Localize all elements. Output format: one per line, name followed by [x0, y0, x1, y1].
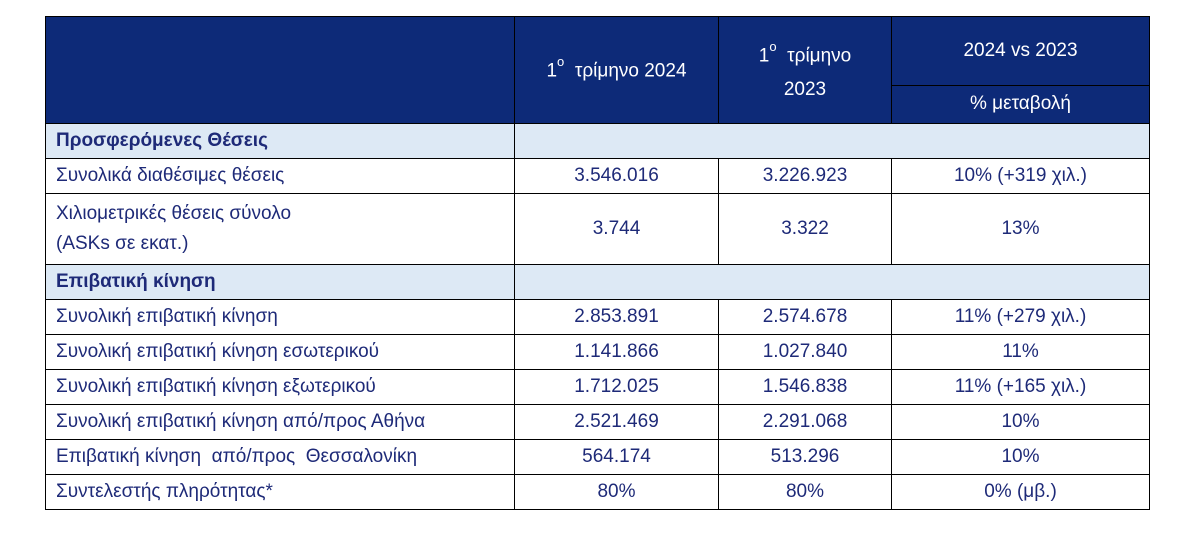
value-q1-2024: 2.853.891 [514, 299, 719, 335]
row-label-line1: Χιλιομετρικές θέσεις σύνολο [56, 203, 292, 224]
value-q1-2024: 2.521.469 [514, 404, 719, 440]
row-label: Συνολική επιβατική κίνηση από/προς Αθήνα [45, 404, 515, 440]
header-q1-2023-line1: τρίμηνο [787, 45, 852, 67]
table-row: Συνολική επιβατική κίνηση εξωτερικού 1.7… [45, 369, 1150, 405]
value-change: 11% (+165 χιλ.) [891, 369, 1150, 405]
value-q1-2024: 3.546.016 [514, 158, 719, 194]
header-q1-2024-sup: ο [557, 54, 565, 70]
value-q1-2024: 564.174 [514, 439, 719, 475]
row-label: Συνολικά διαθέσιμες θέσεις [45, 158, 515, 194]
value-q1-2024: 1.712.025 [514, 369, 719, 405]
value-q1-2024: 3.744 [514, 193, 719, 265]
table-row: Επιβατική κίνηση από/προς Θεσσαλονίκη 56… [45, 439, 1150, 475]
value-q1-2024: 80% [514, 474, 719, 510]
row-label-line2: (ASKs σε εκατ.) [56, 233, 189, 254]
traffic-statistics-table: 1ο τρίμηνο 2024 1ο τρίμηνο 2023 2024 vs … [45, 16, 1150, 510]
row-label: Συνολική επιβατική κίνηση [45, 299, 515, 335]
value-q1-2023: 513.296 [718, 439, 892, 475]
table-row: Συντελεστής πληρότητας* 80% 80% 0% (μβ.) [45, 474, 1150, 510]
section-fill [514, 264, 1150, 300]
section-row-passengers: Επιβατική κίνηση [45, 264, 1150, 300]
value-change: 11% (+279 χιλ.) [891, 299, 1150, 335]
value-q1-2023: 1.027.840 [718, 334, 892, 370]
header-q1-2023-prefix: 1 [758, 45, 770, 67]
row-label: Χιλιομετρικές θέσεις σύνολο (ASKs σε εκα… [45, 193, 515, 265]
section-title-seats: Προσφερόμενες Θέσεις [45, 123, 515, 159]
section-title-passengers: Επιβατική κίνηση [45, 264, 515, 300]
value-q1-2023: 3.322 [718, 193, 892, 265]
header-comparison: 2024 vs 2023 [891, 16, 1150, 86]
value-change: 10% [891, 404, 1150, 440]
table-row: Χιλιομετρικές θέσεις σύνολο (ASKs σε εκα… [45, 193, 1150, 265]
header-q1-2023-sup: ο [769, 38, 777, 54]
value-q1-2024: 1.141.866 [514, 334, 719, 370]
table-row: Συνολικά διαθέσιμες θέσεις 3.546.016 3.2… [45, 158, 1150, 194]
value-q1-2023: 2.574.678 [718, 299, 892, 335]
value-q1-2023: 1.546.838 [718, 369, 892, 405]
table-row: Συνολική επιβατική κίνηση 2.853.891 2.57… [45, 299, 1150, 335]
header-q1-2023-line2: 2023 [783, 79, 827, 101]
value-change: 10% (+319 χιλ.) [891, 158, 1150, 194]
section-fill [514, 123, 1150, 159]
header-percent-change: % μεταβολή [891, 84, 1150, 125]
row-label: Συντελεστής πληρότητας* [45, 474, 515, 510]
header-q1-2024: 1ο τρίμηνο 2024 [514, 16, 719, 124]
value-change: 10% [891, 439, 1150, 475]
value-q1-2023: 80% [718, 474, 892, 510]
value-q1-2023: 3.226.923 [718, 158, 892, 194]
value-change: 11% [891, 334, 1150, 370]
value-change: 0% (μβ.) [891, 474, 1150, 510]
row-label: Επιβατική κίνηση από/προς Θεσσαλονίκη [45, 439, 515, 475]
header-empty-cell [45, 16, 515, 124]
value-change: 13% [891, 193, 1150, 265]
header-q1-2024-prefix: 1 [546, 60, 558, 82]
value-q1-2023: 2.291.068 [718, 404, 892, 440]
header-q1-2024-text: τρίμηνο 2024 [574, 60, 687, 82]
table-row: Συνολική επιβατική κίνηση από/προς Αθήνα… [45, 404, 1150, 440]
section-row-seats: Προσφερόμενες Θέσεις [45, 123, 1150, 159]
header-q1-2023: 1ο τρίμηνο 2023 [718, 16, 892, 124]
table-row: Συνολική επιβατική κίνηση εσωτερικού 1.1… [45, 334, 1150, 370]
row-label: Συνολική επιβατική κίνηση εξωτερικού [45, 369, 515, 405]
row-label: Συνολική επιβατική κίνηση εσωτερικού [45, 334, 515, 370]
